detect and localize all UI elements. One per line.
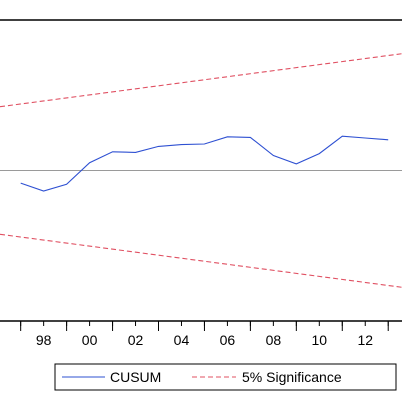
legend-label-significance: 5% Significance bbox=[242, 369, 342, 385]
x-tick-label: 98 bbox=[36, 332, 52, 348]
x-tick-label: 02 bbox=[128, 332, 144, 348]
series-line-cusum-0 bbox=[20, 135, 389, 192]
plot-area bbox=[0, 53, 402, 288]
legend-label-cusum: CUSUM bbox=[110, 369, 161, 385]
x-axis: 98 00 02 04 06 08 10 12 bbox=[20, 321, 389, 348]
x-tick-label: 12 bbox=[357, 332, 373, 348]
x-tick-label: 08 bbox=[266, 332, 282, 348]
x-tick-label: 00 bbox=[82, 332, 98, 348]
x-tick-label: 06 bbox=[220, 332, 236, 348]
x-tick-label: 04 bbox=[174, 332, 190, 348]
legend: CUSUM 5% Significance bbox=[54, 363, 397, 391]
series-line-5-significance-1 bbox=[0, 53, 402, 108]
series-line-5-significance-2 bbox=[0, 233, 402, 288]
x-tick-label: 10 bbox=[312, 332, 328, 348]
